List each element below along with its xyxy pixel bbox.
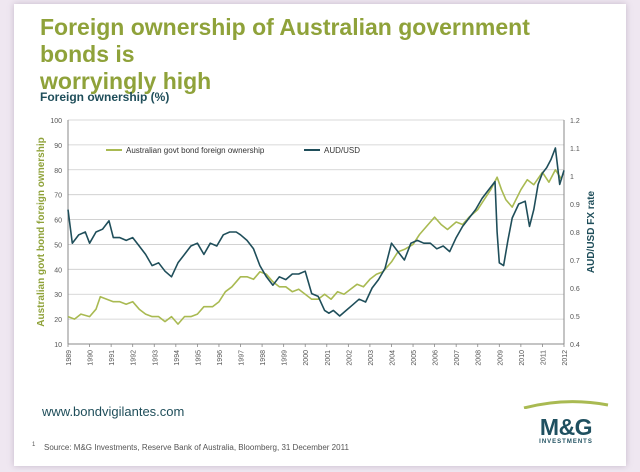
line-chart: 10 20 30 40 50 60 70 80 90 100 0.4 0.5 0.6 0.7 0.8 0.9 1… [36, 118, 597, 366]
y-tick-label: 40 [54, 267, 62, 274]
title-line-1: Foreign ownership of Australian governme… [40, 14, 530, 67]
x-tick-label: 2000 [303, 350, 310, 366]
audusd-series-line [67, 147, 565, 317]
legend-label-audusd: AUD/USD [324, 146, 360, 155]
y-axis-title: Australian govt bond foreign ownership [36, 137, 47, 326]
mg-logo: M&G INVESTMENTS [522, 396, 610, 445]
x-tick-label: 2007 [454, 350, 461, 366]
title-line-2: worryingly high [40, 68, 212, 94]
y2-tick-label: 1.2 [570, 118, 580, 125]
slide: Foreign ownership of Australian governme… [14, 4, 626, 466]
x-tick-label: 1990 [88, 350, 95, 366]
x-tick-label: 1996 [217, 350, 224, 366]
x-tick-label: 1992 [131, 350, 138, 366]
x-tick-label: 1997 [239, 350, 246, 366]
x-tick-label: 2011 [540, 350, 547, 365]
y2-tick-label: 1 [570, 174, 574, 181]
x-tick-label: 2009 [497, 350, 504, 366]
x-tick-label: 1999 [282, 350, 289, 366]
x-tick-label: 1995 [195, 350, 202, 366]
y-tick-label: 60 [54, 218, 62, 225]
x-tick-label: 2008 [476, 350, 483, 366]
y2-tick-label: 0.8 [570, 230, 580, 237]
x-tick-label: 1989 [66, 350, 73, 366]
grid-lines [68, 119, 564, 320]
y-tick-label: 80 [54, 168, 62, 175]
source-footnote: Source: M&G Investments, Reserve Bank of… [44, 443, 349, 452]
logo-main-text: M&G [539, 414, 593, 440]
y-tick-label: 50 [54, 242, 62, 249]
ownership-series-line [67, 169, 563, 325]
y2-axis-title: AUD/USD FX rate [586, 190, 597, 273]
y-tick-label: 20 [54, 317, 62, 324]
y-tick-label: 90 [54, 143, 62, 150]
y-tick-label: 70 [54, 193, 62, 200]
y2-tick-label: 0.5 [570, 314, 580, 321]
x-tick-label: 1991 [109, 350, 116, 366]
y2-tick-label: 0.9 [570, 202, 580, 209]
y-tick-label: 10 [54, 342, 62, 349]
series-lines [67, 147, 565, 325]
x-tick-label: 2003 [368, 350, 375, 366]
logo-swoosh-icon [523, 400, 609, 410]
y-tick-label: 30 [54, 292, 62, 299]
y2-tick-label: 0.6 [570, 286, 580, 293]
y2-tick-label: 1.1 [570, 146, 580, 153]
x-tick-label: 1998 [260, 350, 267, 366]
axes: 10 20 30 40 50 60 70 80 90 100 0.4 0.5 0.6 0.7 0.8 0.9 1… [36, 118, 597, 366]
x-tick-label: 2002 [346, 350, 353, 366]
legend-label-ownership: Australian govt bond foreign ownership [126, 146, 265, 155]
website-link[interactable]: www.bondvigilantes.com [42, 404, 185, 419]
chart-subhead: Foreign ownership (%) [40, 90, 170, 104]
x-tick-label: 2010 [519, 350, 526, 366]
x-tick-label: 2012 [562, 350, 569, 366]
x-tick-label: 1994 [174, 350, 181, 366]
footnote-number: 1 [32, 442, 36, 448]
legend: Australian govt bond foreign ownership AU… [106, 146, 360, 155]
y-tick-label: 100 [50, 118, 62, 125]
y2-tick-label: 0.4 [570, 342, 580, 349]
x-tick-label: 2005 [411, 350, 418, 366]
y2-tick-label: 0.7 [570, 258, 580, 265]
chart-title: Foreign ownership of Australian governme… [40, 14, 600, 95]
x-tick-label: 2004 [389, 350, 396, 366]
x-tick-label: 2001 [325, 350, 332, 366]
x-tick-label: 1993 [152, 350, 159, 366]
logo-sub-text: INVESTMENTS [539, 439, 593, 445]
x-tick-label: 2006 [433, 350, 440, 366]
